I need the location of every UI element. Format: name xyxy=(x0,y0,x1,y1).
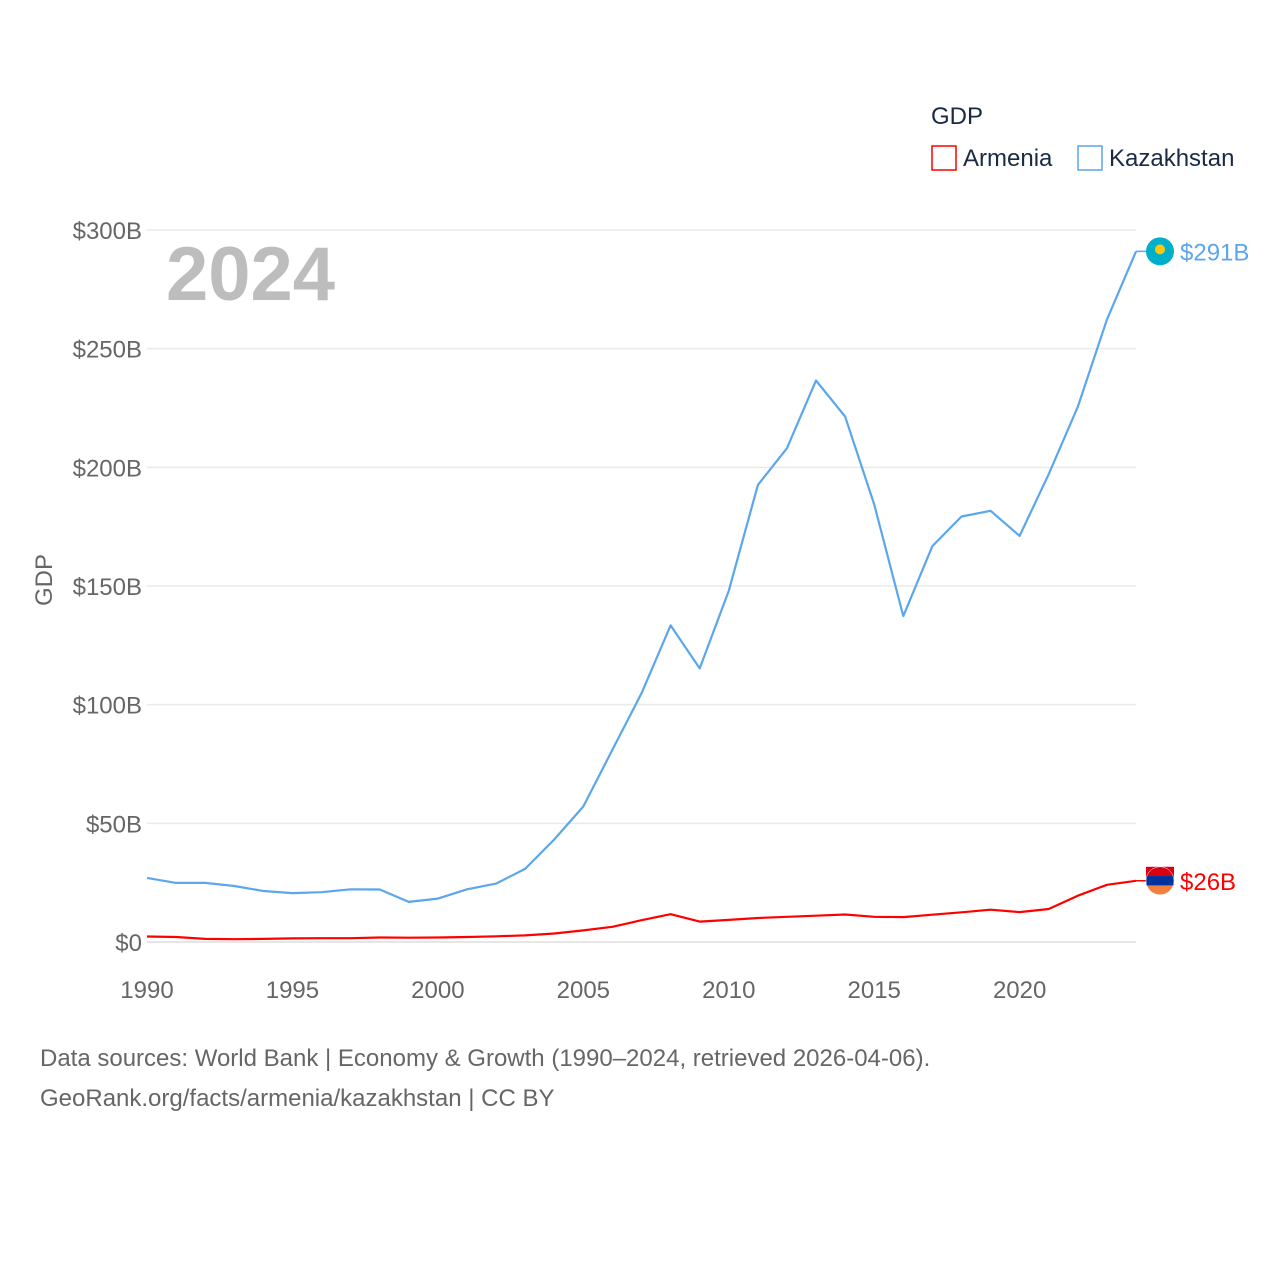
y-tick-label: $50B xyxy=(86,811,142,838)
flag-border xyxy=(1145,866,1175,896)
legend-label-armenia: Armenia xyxy=(963,145,1053,172)
end-label-kazakhstan: $291B xyxy=(1180,239,1249,266)
legend-swatch-kazakhstan xyxy=(1077,145,1103,171)
flag-stripe xyxy=(1146,876,1174,886)
y-tick-label: $150B xyxy=(73,574,142,601)
x-tick-label: 1990 xyxy=(120,977,173,1004)
source-link[interactable]: GeoRank.org/facts/armenia/kazakhstan | C… xyxy=(40,1085,555,1112)
line-armenia xyxy=(146,879,1137,941)
line-kazakhstan xyxy=(146,250,1138,904)
y-tick-label: $100B xyxy=(73,693,142,720)
x-tick-label: 2010 xyxy=(702,977,755,1004)
y-tick-label: $250B xyxy=(73,337,142,364)
legend-swatch-armenia xyxy=(931,145,957,171)
year-label: 2024 xyxy=(166,232,335,317)
end-label-armenia: $26B xyxy=(1180,869,1236,896)
x-tick-label: 2000 xyxy=(411,977,464,1004)
x-tick-label: 2005 xyxy=(557,977,610,1004)
x-tick-label: 2020 xyxy=(993,977,1046,1004)
x-tick-label: 1995 xyxy=(266,977,319,1004)
y-tick-label: $200B xyxy=(73,455,142,482)
x-tick-label: 2015 xyxy=(848,977,901,1004)
legend-title: GDP xyxy=(931,103,983,130)
source-note: Data sources: World Bank | Economy & Gro… xyxy=(40,1045,931,1072)
y-tick-label: $300B xyxy=(73,218,142,245)
flag-stripe xyxy=(1146,866,1174,877)
flag-sun xyxy=(1155,244,1165,255)
y-axis-label: GDP xyxy=(31,554,58,606)
legend-label-kazakhstan: Kazakhstan xyxy=(1109,145,1234,172)
y-tick-label: $0 xyxy=(115,930,142,957)
